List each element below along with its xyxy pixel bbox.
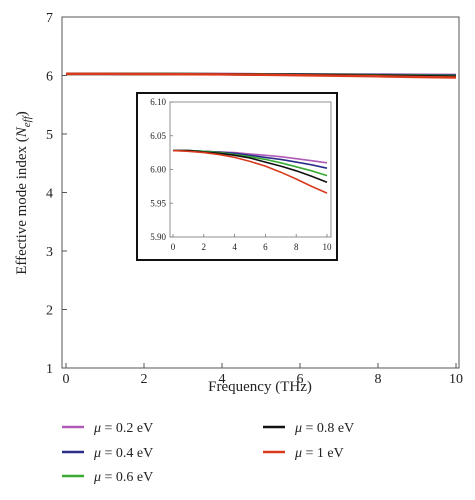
inset-y-tick-label: 5.95: [150, 198, 166, 208]
y-axis-label-suffix: ): [14, 111, 30, 116]
legend-value: = 1 eV: [302, 446, 344, 461]
y-tick-label: 1: [46, 362, 53, 377]
x-tick-label: 6: [297, 372, 304, 387]
inset-series-line-5: [172, 149, 328, 194]
legend: μ = 0.2 eVμ = 0.4 eVμ = 0.6 eVμ = 0.8 eV…: [62, 421, 354, 485]
legend-label-4: μ = 0.8 eV: [294, 421, 354, 436]
x-tick-label: 8: [375, 372, 382, 387]
y-tick-label: 2: [46, 304, 53, 319]
y-axis-label: Effective mode index (Neff): [14, 111, 33, 275]
inset-x-tick-label: 6: [263, 242, 268, 252]
inset-x-tick-label: 0: [171, 242, 176, 252]
y-tick-label: 7: [46, 11, 53, 26]
legend-label-5: μ = 1 eV: [294, 446, 344, 461]
legend-label-2: μ = 0.4 eV: [93, 446, 153, 461]
inset-x-tick-label: 4: [232, 242, 237, 252]
series-line-5: [66, 72, 457, 79]
inset-y-tick-label: 6.05: [150, 131, 166, 141]
legend-symbol: μ: [294, 446, 302, 461]
legend-value: = 0.8 eV: [302, 421, 354, 436]
y-tick-label: 5: [46, 128, 53, 143]
y-tick-label: 3: [46, 245, 53, 260]
inset-x-tick-label: 2: [202, 242, 207, 252]
inset-y-axis: 6.10 6.05 6.00 5.95 5.90: [150, 97, 173, 242]
legend-symbol: μ: [294, 421, 302, 436]
x-tick-label: 4: [219, 372, 226, 387]
y-tick-label: 6: [46, 70, 53, 85]
y-axis-label-subscript: eff: [21, 114, 33, 127]
y-axis-label-prefix: Effective mode index (: [14, 137, 30, 275]
legend-value: = 0.6 eV: [101, 470, 153, 485]
legend-symbol: μ: [93, 446, 101, 461]
inset-y-tick-label: 6.10: [150, 97, 166, 107]
legend-symbol: μ: [93, 421, 101, 436]
inset-series-group: [172, 149, 328, 194]
legend-label-1: μ = 0.2 eV: [93, 421, 153, 436]
x-axis-label: Frequency (THz): [208, 379, 312, 395]
x-tick-label: 0: [63, 372, 70, 387]
legend-symbol: μ: [93, 470, 101, 485]
y-axis-label-symbol: N: [14, 126, 30, 138]
x-axis: 0 2 4 6 8 10: [63, 363, 463, 387]
legend-label-3: μ = 0.6 eV: [93, 470, 153, 485]
inset-x-axis: 0 2 4 6 8 10: [171, 234, 332, 252]
inset-border: [136, 92, 338, 261]
legend-value: = 0.4 eV: [101, 446, 153, 461]
x-tick-label: 2: [141, 372, 148, 387]
legend-value: = 0.2 eV: [101, 421, 153, 436]
inset-x-tick-label: 8: [294, 242, 299, 252]
y-tick-label: 4: [46, 187, 53, 202]
y-axis-label-group: Effective mode index (Neff): [14, 111, 33, 275]
inset-y-tick-label: 5.90: [150, 232, 166, 242]
main-series-group: [66, 72, 457, 79]
inset-y-tick-label: 6.00: [150, 165, 166, 175]
inset-x-tick-label: 10: [323, 242, 333, 252]
x-tick-label: 10: [449, 372, 463, 387]
